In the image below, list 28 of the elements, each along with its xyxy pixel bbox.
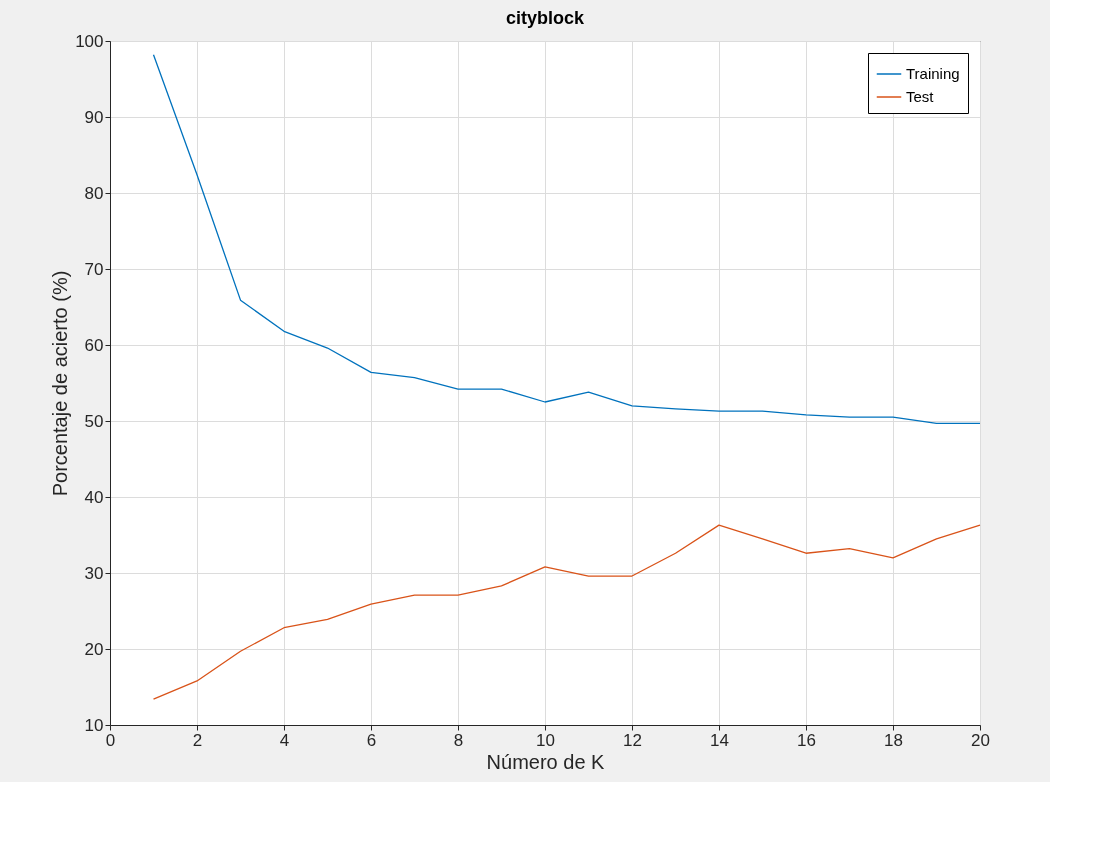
x-tick-label: 16 bbox=[797, 730, 816, 750]
y-tick-label: 90 bbox=[84, 107, 104, 127]
line-series bbox=[152, 524, 981, 700]
x-tick-label: 10 bbox=[536, 730, 555, 750]
line-series bbox=[152, 54, 981, 424]
y-tick-label: 50 bbox=[84, 411, 104, 431]
y-tick-label: 100 bbox=[75, 31, 104, 51]
x-tick-label: 6 bbox=[366, 730, 377, 750]
y-tick-label: 40 bbox=[84, 487, 104, 507]
x-tick-label: 2 bbox=[192, 730, 203, 750]
x-tick-label: 0 bbox=[105, 730, 116, 750]
y-tick-label: 70 bbox=[84, 259, 104, 279]
y-tick-label: 10 bbox=[84, 715, 104, 735]
chart-title: cityblock bbox=[505, 8, 585, 28]
x-tick-label: 20 bbox=[971, 730, 990, 750]
y-tick-label: 80 bbox=[84, 183, 104, 203]
x-tick-label: 12 bbox=[623, 730, 642, 750]
y-axis-title: Porcentaje de acierto (%) bbox=[49, 270, 72, 497]
x-tick-label: 14 bbox=[710, 730, 729, 750]
y-tick-label: 20 bbox=[84, 639, 104, 659]
y-tick-label: 60 bbox=[84, 335, 104, 355]
legend-label: Test bbox=[906, 88, 935, 105]
x-tick-label: 8 bbox=[453, 730, 464, 750]
x-tick-label: 18 bbox=[884, 730, 903, 750]
x-axis-title: Número de K bbox=[486, 750, 606, 773]
legend-label: Training bbox=[906, 65, 960, 82]
x-tick-label: 4 bbox=[279, 730, 290, 750]
y-tick-label: 30 bbox=[84, 563, 104, 583]
